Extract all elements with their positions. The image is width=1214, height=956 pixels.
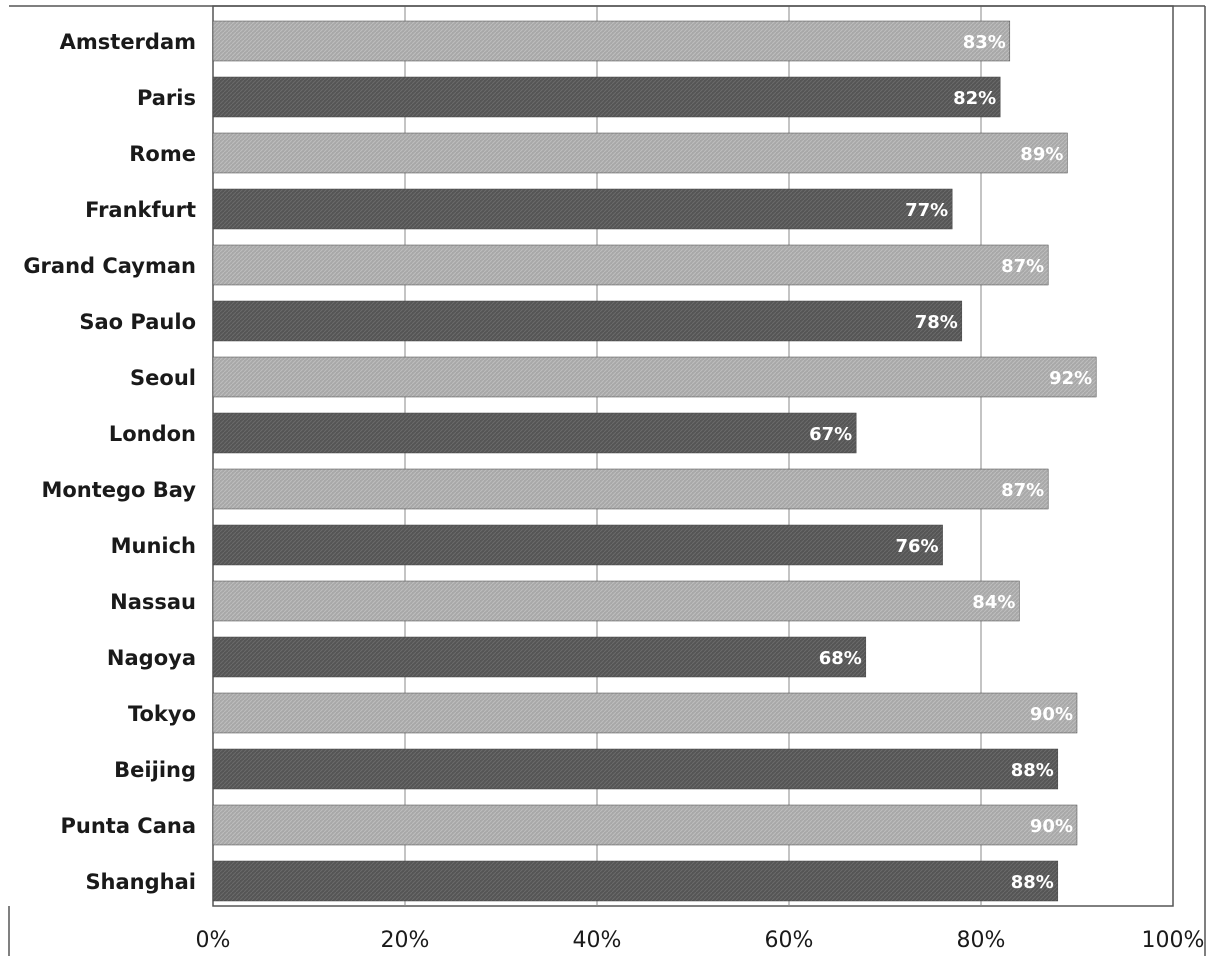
data-label: 78% [915,312,958,333]
bar [212,692,1078,734]
category-label: Beijing [114,758,196,782]
data-label: 90% [1030,816,1073,837]
bar [212,132,1068,174]
bar [212,580,1020,622]
bar [212,524,943,566]
category-label: Seoul [130,366,196,390]
bar [212,244,1049,286]
data-label: 84% [972,592,1015,613]
data-label: 77% [905,200,948,221]
bar [212,356,1097,398]
bar [212,468,1049,510]
data-label: 89% [1020,144,1063,165]
x-tick-label: 80% [957,928,1006,953]
data-label: 76% [896,536,939,557]
category-label: Nagoya [107,646,196,670]
category-label: Frankfurt [85,198,196,222]
data-labels: 83% 82% 89% 77% 87% 78% 92% 67% 87% 76% 84% 68% 90% 8… [809,32,1092,893]
x-axis-ticks: 0% 20% 40% 60% 80% 100% [196,928,1205,953]
data-label: 67% [809,424,852,445]
category-label: Punta Cana [60,814,196,838]
bar [212,300,963,342]
category-label: Rome [129,142,196,166]
x-tick-label: 60% [765,928,814,953]
data-label: 82% [953,88,996,109]
category-label: Sao Paulo [79,310,196,334]
category-label: Munich [111,534,196,558]
data-label: 83% [963,32,1006,53]
data-label: 88% [1011,872,1054,893]
category-label: Paris [137,86,196,110]
data-label: 68% [819,648,862,669]
data-label: 88% [1011,760,1054,781]
category-label: Nassau [110,590,196,614]
bar [212,860,1059,902]
bar [212,636,867,678]
x-tick-label: 40% [573,928,622,953]
category-label: Montego Bay [41,478,196,502]
bar [212,412,857,454]
data-label: 92% [1049,368,1092,389]
bar [212,804,1078,846]
x-tick-label: 0% [196,928,231,953]
bars [212,20,1097,902]
category-label: Shanghai [85,870,196,894]
data-label: 87% [1001,480,1044,501]
category-label: London [109,422,196,446]
bar [212,748,1059,790]
bar [212,20,1011,62]
category-labels: Amsterdam Paris Rome Frankfurt Grand Cayman S… [23,30,196,894]
category-label: Amsterdam [60,30,196,54]
x-tick-label: 20% [381,928,430,953]
data-label: 87% [1001,256,1044,277]
bar [212,76,1001,118]
data-label: 90% [1030,704,1073,725]
category-label: Grand Cayman [23,254,196,278]
bar [212,188,953,230]
x-tick-label: 100% [1142,928,1205,953]
category-label: Tokyo [128,702,196,726]
